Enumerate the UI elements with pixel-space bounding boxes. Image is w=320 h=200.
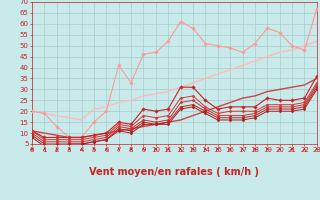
- X-axis label: Vent moyen/en rafales ( km/h ): Vent moyen/en rafales ( km/h ): [89, 167, 260, 177]
